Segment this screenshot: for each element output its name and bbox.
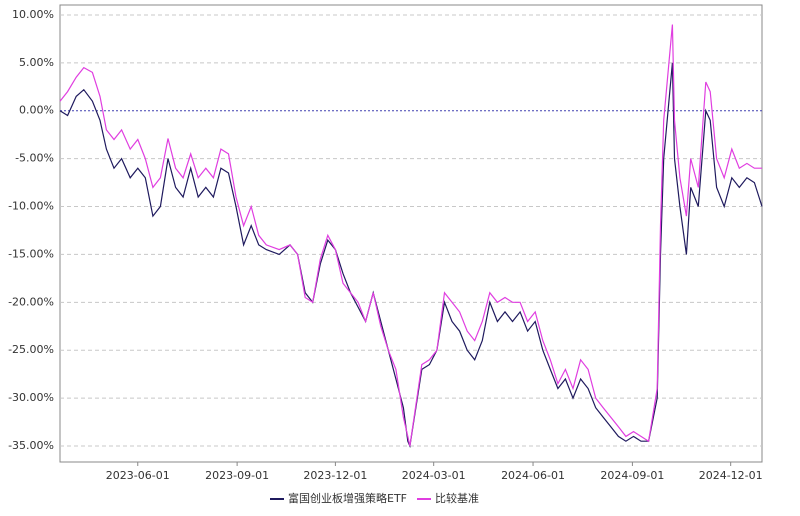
- legend-label: 富国创业板增强策略ETF: [288, 491, 407, 505]
- y-tick-label: 5.00%: [19, 56, 54, 69]
- y-tick-label: -25.00%: [8, 343, 54, 356]
- x-tick-label: 2023-12-01: [303, 469, 367, 482]
- series-line: [59, 24, 762, 447]
- y-tick-label: 0.00%: [19, 104, 54, 117]
- y-tick-label: 10.00%: [12, 8, 54, 21]
- plot-frame: [59, 4, 763, 463]
- y-tick-label: -10.00%: [8, 200, 54, 213]
- x-tick-label: 2023-06-01: [106, 469, 170, 482]
- series-line: [59, 62, 763, 449]
- y-tick-label: -30.00%: [8, 391, 54, 404]
- x-tick-label: 2024-09-01: [600, 469, 664, 482]
- x-tick-label: 2023-09-01: [205, 469, 269, 482]
- x-tick-label: 2024-03-01: [402, 469, 466, 482]
- y-tick-label: -15.00%: [8, 247, 54, 260]
- x-tick-label: 2024-06-01: [501, 469, 565, 482]
- x-tick-label: 2024-12-01: [699, 469, 763, 482]
- y-tick-label: -35.00%: [8, 439, 54, 452]
- y-tick-label: -20.00%: [8, 295, 54, 308]
- y-tick-label: -5.00%: [15, 152, 54, 165]
- legend-label: 比较基准: [435, 491, 479, 505]
